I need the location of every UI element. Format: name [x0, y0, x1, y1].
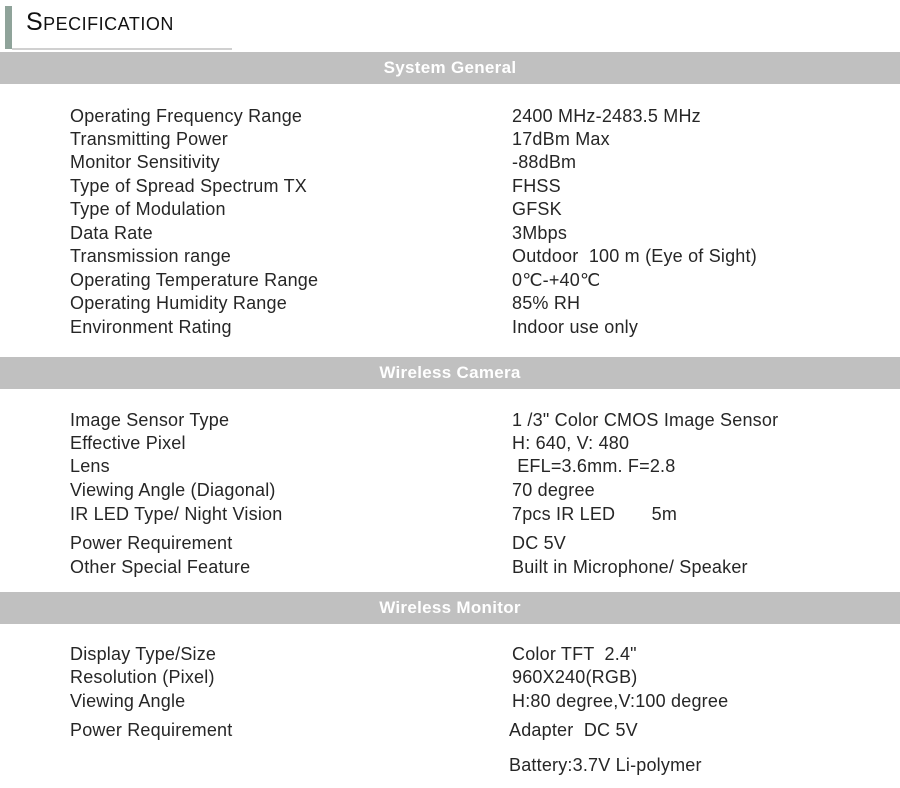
spec-label: Environment Rating: [70, 317, 232, 337]
section-header: System General: [0, 52, 900, 84]
spec-row: Type of Spread Spectrum TX FHSS: [0, 175, 900, 197]
spec-value: 2400 MHz-2483.5 MHz: [512, 106, 701, 126]
spec-label: Viewing Angle: [70, 691, 186, 711]
spec-value: FHSS: [512, 176, 561, 196]
spec-row: Battery:3.7V Li-polymer: [0, 754, 900, 776]
spec-value: Battery:3.7V Li-polymer: [509, 755, 702, 775]
spec-row: Effective Pixel H: 640, V: 480: [0, 432, 900, 454]
spec-value: 7pcs IR LED 5m: [512, 504, 678, 524]
spec-row: Power Requirement Adapter DC 5V: [0, 719, 900, 741]
spec-row: Data Rate 3Mbps: [0, 222, 900, 244]
spec-label: Effective Pixel: [70, 433, 186, 453]
spec-row: Display Type/Size Color TFT 2.4": [0, 643, 900, 665]
spec-value: 70 degree: [512, 480, 595, 500]
spec-row: Monitor Sensitivity -88dBm: [0, 151, 900, 173]
spec-label: Operating Frequency Range: [70, 106, 303, 126]
spec-row: Transmitting Power 17dBm Max: [0, 128, 900, 150]
spec-label: Monitor Sensitivity: [70, 152, 220, 172]
spec-label: Type of Spread Spectrum TX: [70, 176, 307, 196]
spec-label: Transmitting Power: [70, 129, 228, 149]
spec-row: Viewing Angle (Diagonal) 70 degree: [0, 479, 900, 501]
spec-value: H: 640, V: 480: [512, 433, 630, 453]
spec-value: 960X240(RGB): [512, 667, 638, 687]
spec-label: Image Sensor Type: [70, 410, 230, 430]
spec-row: Type of Modulation GFSK: [0, 198, 900, 220]
spec-value: 0℃-+40℃: [512, 270, 601, 290]
spec-value: GFSK: [512, 199, 562, 219]
title-accent-bar: [5, 6, 12, 49]
spec-row: IR LED Type/ Night Vision 7pcs IR LED 5m: [0, 503, 900, 525]
spec-label: Transmission range: [70, 246, 231, 266]
spec-label: Operating Temperature Range: [70, 270, 319, 290]
section-header: Wireless Monitor: [0, 592, 900, 624]
spec-row: Power Requirement DC 5V: [0, 532, 900, 554]
spec-value: 3Mbps: [512, 223, 568, 243]
spec-row: Transmission range Outdoor 100 m (Eye of …: [0, 245, 900, 267]
spec-label: IR LED Type/ Night Vision: [70, 504, 283, 524]
spec-row: Resolution (Pixel) 960X240(RGB): [0, 666, 900, 688]
spec-row: Lens EFL=3.6mm. F=2.8: [0, 455, 900, 477]
spec-row: Operating Humidity Range 85% RH: [0, 292, 900, 314]
spec-value: Indoor use only: [512, 317, 639, 337]
spec-value: EFL=3.6mm. F=2.8: [512, 456, 676, 476]
section-header: Wireless Camera: [0, 357, 900, 389]
spec-label: Display Type/Size: [70, 644, 217, 664]
title-underline: [12, 48, 232, 50]
spec-label: Other Special Feature: [70, 557, 251, 577]
spec-value: Built in Microphone/ Speaker: [512, 557, 748, 577]
spec-label: Operating Humidity Range: [70, 293, 287, 313]
page-title: Specification: [26, 8, 174, 36]
spec-value: Adapter DC 5V: [509, 720, 638, 740]
spec-label: Power Requirement: [70, 720, 233, 740]
spec-value: 17dBm Max: [512, 129, 610, 149]
spec-row: Other Special Feature Built in Microphone…: [0, 556, 900, 578]
spec-value: 1 /3" Color CMOS Image Sensor: [512, 410, 779, 430]
spec-value: -88dBm: [512, 152, 577, 172]
spec-label: Type of Modulation: [70, 199, 226, 219]
spec-label: Lens: [70, 456, 110, 476]
spec-row: Image Sensor Type 1 /3" Color CMOS Image …: [0, 409, 900, 431]
spec-label: Data Rate: [70, 223, 153, 243]
spec-label: Viewing Angle (Diagonal): [70, 480, 276, 500]
spec-value: Outdoor 100 m (Eye of Sight): [512, 246, 757, 266]
spec-value: 85% RH: [512, 293, 581, 313]
spec-row: Environment Rating Indoor use only: [0, 316, 900, 338]
spec-value: DC 5V: [512, 533, 567, 553]
spec-row: Viewing Angle H:80 degree,V:100 degree: [0, 690, 900, 712]
spec-label: Power Requirement: [70, 533, 233, 553]
spec-value: H:80 degree,V:100 degree: [512, 691, 729, 711]
spec-label: Resolution (Pixel): [70, 667, 215, 687]
spec-row: Operating Temperature Range 0℃-+40℃: [0, 269, 900, 291]
spec-row: Operating Frequency Range 2400 MHz-2483.5…: [0, 105, 900, 127]
spec-value: Color TFT 2.4": [512, 644, 637, 664]
